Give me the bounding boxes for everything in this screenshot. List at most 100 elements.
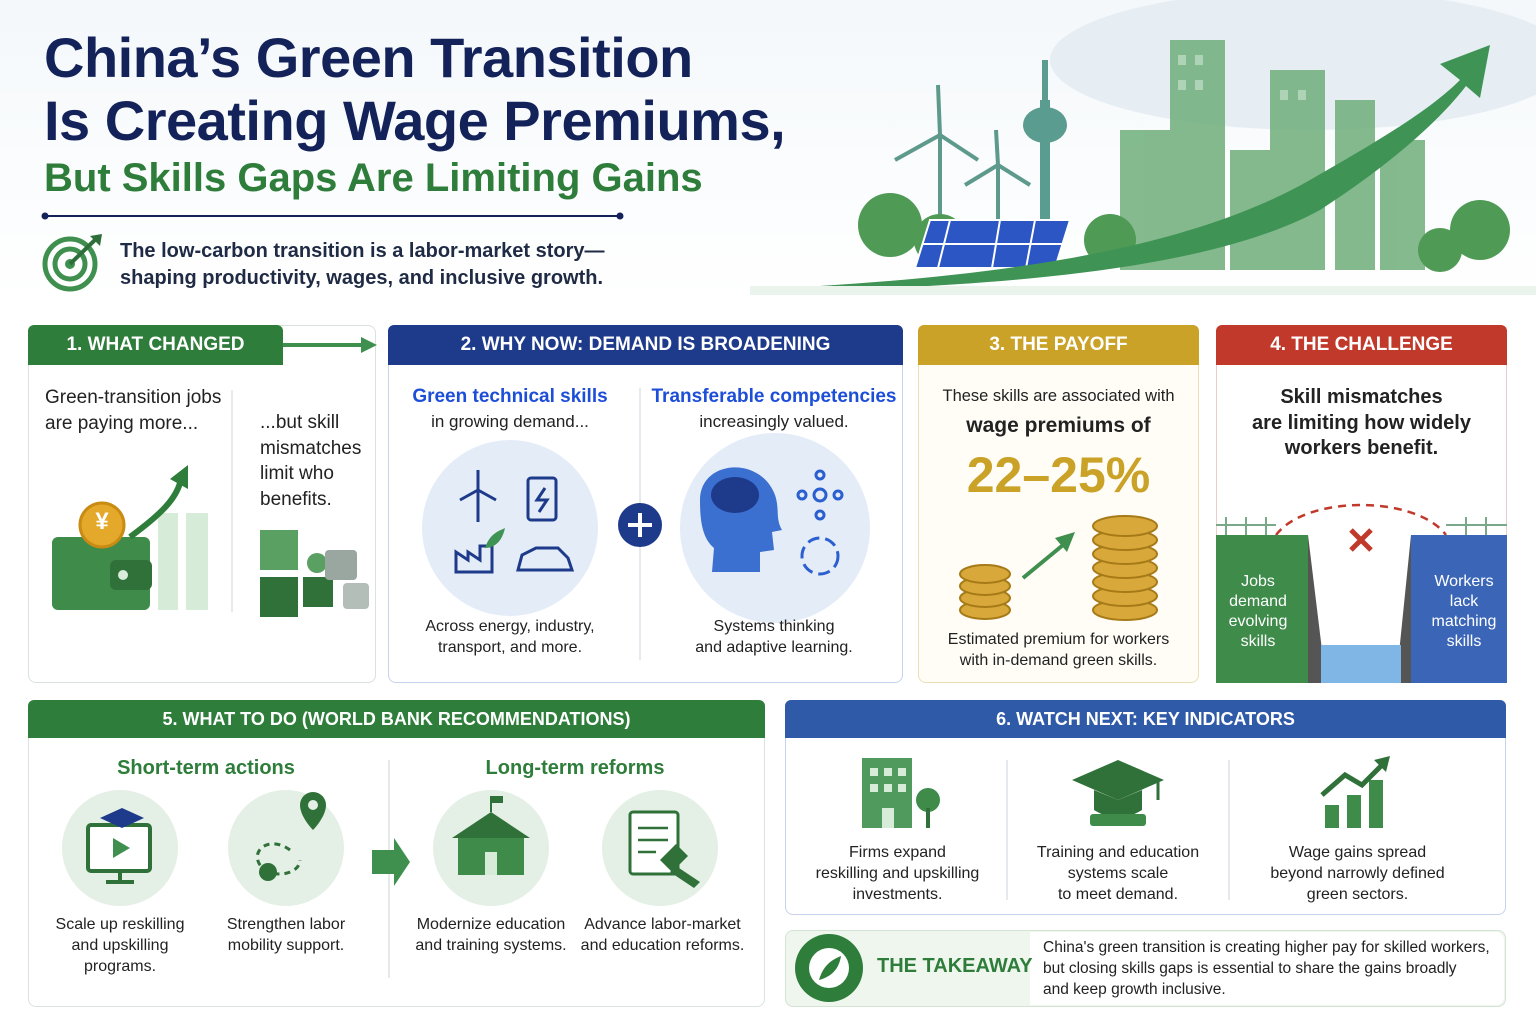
text-line: China's green transition is creating hig… [1043,939,1490,956]
text-line: skills [1240,633,1276,650]
city-illustration [750,0,1536,295]
text-line: Scale up reskilling [55,916,185,933]
skill-text: increasingly valued. [699,412,849,431]
caption: Systems thinking and adaptive learning. [650,616,898,658]
text-line: Wage gains spread [1288,844,1427,861]
payoff-intro: These skills are associated with [942,387,1175,405]
text-line: Across energy, industry, [425,618,595,635]
text-line: workers benefit. [1284,437,1439,459]
takeaway-label: THE TAKEAWAY [877,955,1033,977]
text-line: Jobs [1241,573,1275,590]
text-line: Workers [1434,573,1494,590]
panel-heading: 2. WHY NOW: DEMAND IS BROADENING [388,325,903,365]
challenge-text: Skill mismatches are limiting how widely w… [1216,385,1507,462]
text-line: green sectors. [1306,886,1409,903]
gap-illustration [1216,503,1507,683]
panel-heading: 6. WATCH NEXT: KEY INDICATORS [785,700,1506,738]
text-line: Advance labor-market [584,916,741,933]
text-line: programs. [83,958,157,975]
text-line: reskilling and upskilling [815,865,980,882]
caption: Estimated premium for workers with in-dem… [918,629,1199,671]
target-icon [42,234,102,292]
panel-payoff [918,325,1199,683]
action-text: Modernize education and training systems. [406,914,576,956]
text-line: are limiting how widely [1252,411,1471,434]
panel-heading: 3. THE PAYOFF [918,325,1199,365]
p1-divider [231,390,233,612]
tagline: The low-carbon transition is a labor-mar… [120,238,605,292]
takeaway-text-bg [1030,932,1504,1005]
text-line: Firms expand [849,844,946,861]
text-line: Systems thinking [713,618,835,635]
indicator-text: Firms expand reskilling and upskilling inv… [800,842,995,905]
skill-text: in growing demand... [431,412,589,431]
mismatch-text: ...but skill mismatches limit who benefits. [260,410,361,512]
currency-symbol: ¥ [95,508,109,535]
text-line: beyond narrowly defined [1270,865,1445,882]
text-line: demand [1229,593,1287,610]
text-line: transport, and more. [437,639,583,656]
action-text: Strengthen labor mobility support. [211,914,361,956]
puzzle-icon [260,530,369,617]
text-line: limit who [260,463,334,484]
text-line: Modernize education [416,916,566,933]
text-line: The low-carbon transition is a labor-mar… [120,240,605,262]
takeaway-text: China's green transition is creating hig… [1043,937,1490,1000]
text-line: investments. [852,886,943,903]
panel-heading: 5. WHAT TO DO (WORLD BANK RECOMMENDATION… [28,700,765,738]
gap-label: Jobs demand evolving skills [1216,572,1300,652]
text-line: with in-demand green skills. [959,652,1158,669]
text-line: evolving [1228,613,1288,630]
text-line: and adaptive learning. [695,639,853,656]
text-line: and upskilling [71,937,169,954]
takeaway-icon [795,934,863,1002]
text-line: skills [1446,633,1482,650]
caption: Across energy, industry, transport, and m… [400,616,620,658]
text-line: Green-transition jobs [45,387,222,408]
jobs-text: Green-transition jobs are paying more... [45,385,221,437]
text-line: mobility support. [227,937,345,954]
text-line: and education reforms. [580,937,745,954]
text-line: Strengthen labor [226,916,346,933]
group-title: Short-term actions [117,757,295,779]
text-line: systems scale [1067,865,1169,882]
text-line: Skill mismatches [1280,386,1443,408]
gap-label: Workers lack matching skills [1418,572,1510,652]
text-line: Estimated premium for workers [947,631,1170,648]
coins-icon [959,515,1158,621]
divider [41,212,624,220]
panel2-icons [422,388,870,660]
action-text: Advance labor-market and education reform… [575,914,750,956]
text-line: Training and education [1036,844,1200,861]
payoff-emphasis: wage premiums of [966,414,1151,437]
text-line: matching [1431,613,1497,630]
text-line: ...but skill [260,412,340,433]
wallet-icon [52,465,208,610]
panel6-icons [862,756,1390,900]
group-title: Long-term reforms [485,757,665,779]
indicator-text: Training and education systems scale to me… [1018,842,1218,905]
text-line: China’s Green Transition [44,26,693,89]
text-line: Is Creating Wage Premiums, [44,89,786,152]
text-line: lack [1449,593,1479,610]
text-line: benefits. [260,488,332,510]
title: China’s Green Transition Is Creating Wage… [44,26,786,152]
panel-heading: 4. THE CHALLENGE [1216,325,1507,365]
subtitle: But Skills Gaps Are Limiting Gains [44,156,703,200]
skill-title: Transferable competencies [651,386,897,407]
panel5-icons [62,760,718,978]
text-line: to meet demand. [1057,886,1179,903]
text-line: are paying more... [45,413,199,434]
text-line: and training systems. [415,937,567,954]
text-line: mismatches [260,437,362,459]
panel-what-changed [28,325,376,683]
panel-heading: 1. WHAT CHANGED [28,325,283,365]
arrow [283,337,377,353]
text-line: but closing skills gaps is essential to … [1043,960,1457,977]
premium-value: 22–25% [966,447,1151,503]
text-line: shaping productivity, wages, and inclusi… [120,267,604,289]
text-line: and keep growth inclusive. [1043,981,1226,998]
indicator-text: Wage gains spread beyond narrowly defined… [1240,842,1475,905]
action-text: Scale up reskilling and upskilling program… [45,914,195,977]
